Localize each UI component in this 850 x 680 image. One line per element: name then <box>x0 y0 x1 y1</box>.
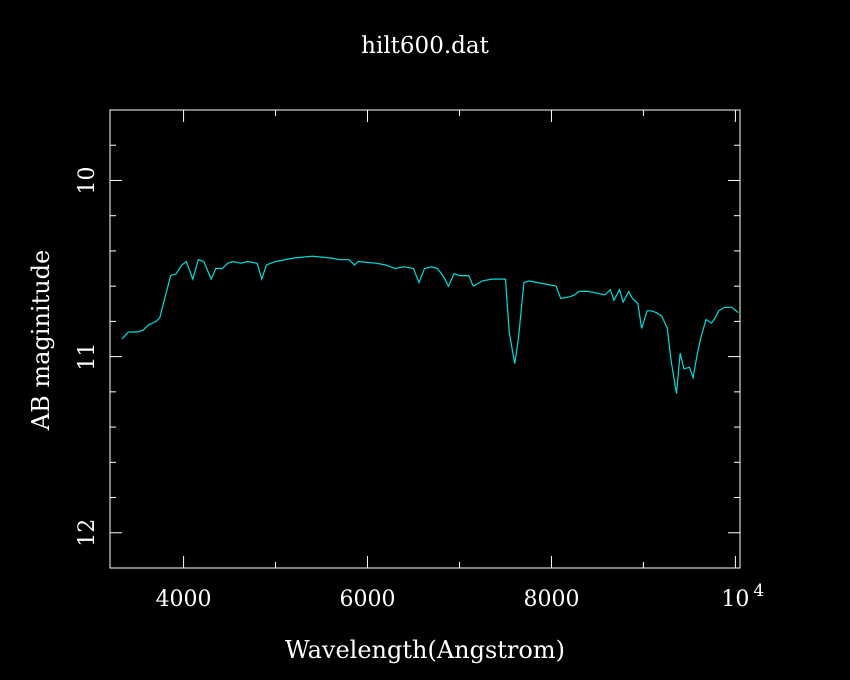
y-axis-label: AB maginitude <box>27 250 55 432</box>
x-tick-label: 6000 <box>340 587 396 612</box>
plot-frame <box>109 109 741 569</box>
x-tick-label: 10 <box>721 587 749 612</box>
x-tick-exponent: 4 <box>753 581 764 601</box>
y-tick-label: 11 <box>75 343 100 371</box>
x-tick-label: 8000 <box>523 587 579 612</box>
y-tick-label: 10 <box>75 166 100 194</box>
axis-ticks <box>110 109 740 569</box>
x-tick-label: 4000 <box>156 587 212 612</box>
series-line <box>121 255 739 394</box>
chart-title: hilt600.dat <box>361 33 489 59</box>
x-axis-label: Wavelength(Angstrom) <box>285 636 565 664</box>
y-tick-label: 12 <box>75 519 100 547</box>
